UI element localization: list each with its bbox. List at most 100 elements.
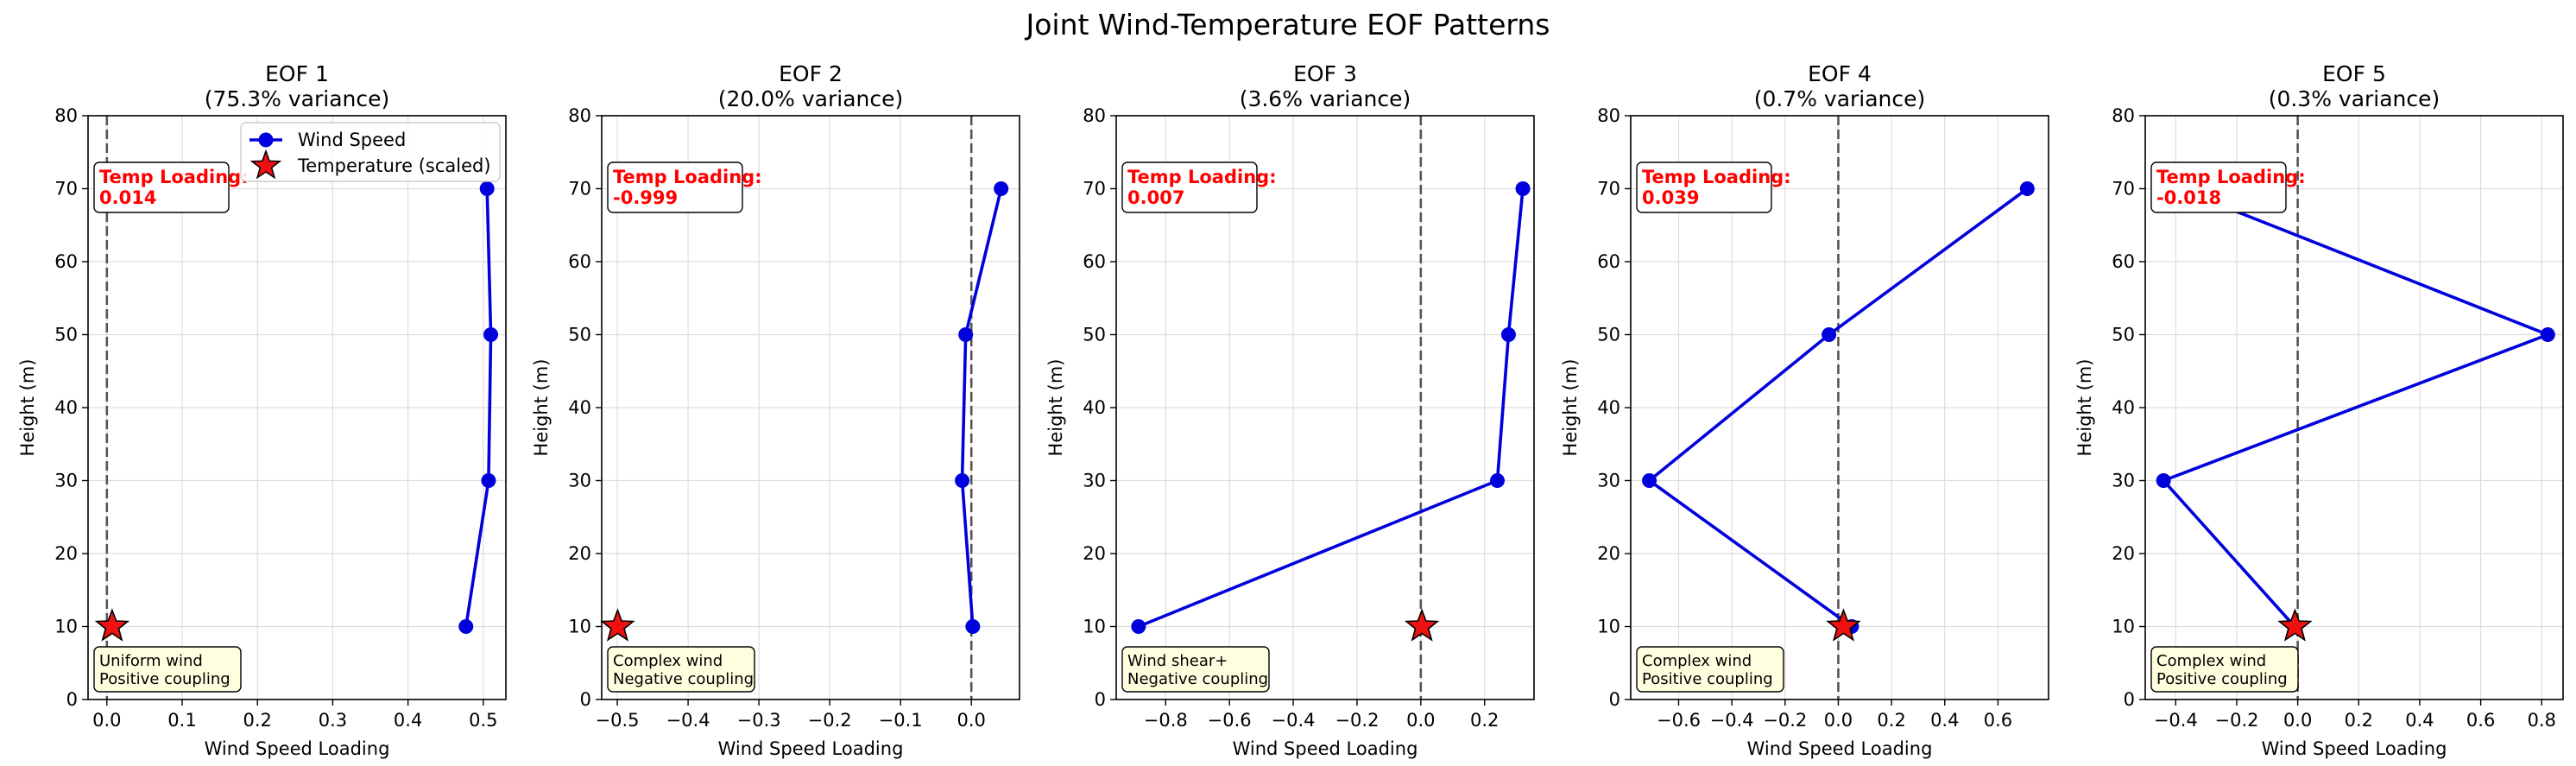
temp-loading-label: Temp Loading: — [99, 167, 249, 187]
x-tick-label: 0.2 — [1470, 710, 1499, 731]
x-tick-label: 0.4 — [1930, 710, 1959, 731]
y-tick-label: 60 — [1597, 251, 1620, 272]
y-tick-label: 70 — [2112, 179, 2135, 199]
y-tick-label: 70 — [1597, 179, 1620, 199]
wind-speed-line — [464, 188, 493, 627]
x-tick-label: 0.0 — [1406, 710, 1435, 731]
wind-speed-point — [2540, 327, 2555, 342]
panel-subtitle: (20.0% variance) — [718, 86, 904, 111]
x-tick-label: 0.8 — [2528, 710, 2556, 731]
wind-speed-point — [1131, 619, 1146, 634]
x-tick-label: −0.4 — [666, 710, 710, 731]
panel-subtitle: (75.3% variance) — [205, 86, 390, 111]
wind-speed-point — [1822, 327, 1837, 342]
x-tick-label: −0.2 — [1335, 710, 1379, 731]
x-tick-label: −0.4 — [2154, 710, 2198, 731]
temp-loading-box — [607, 161, 743, 213]
y-tick-label: 70 — [1083, 179, 1106, 199]
temp-loading-box — [1636, 161, 1772, 213]
temp-loading-box — [2150, 161, 2287, 213]
y-axis-label: Height (m) — [1045, 359, 1066, 457]
x-tick-label: −0.4 — [1272, 710, 1316, 731]
wind-speed-point — [994, 181, 1009, 196]
y-axis-label: Height (m) — [17, 359, 38, 457]
y-tick-label: 30 — [54, 471, 78, 491]
y-tick-label: 20 — [54, 543, 78, 564]
temperature-star-marker — [600, 608, 635, 642]
x-tick-label: −0.6 — [1208, 710, 1252, 731]
temp-loading-annotation: Temp Loading:0.007 — [1121, 161, 1277, 213]
wind-speed-line — [1138, 188, 1525, 629]
y-tick-label: 80 — [568, 105, 591, 126]
wind-speed-point — [958, 327, 974, 342]
y-tick-label: 60 — [1083, 251, 1106, 272]
y-tick-label: 10 — [1083, 617, 1106, 637]
y-tick-label: 40 — [568, 397, 591, 418]
pattern-note-line2: Positive coupling — [99, 670, 230, 688]
wind-speed-point — [1500, 327, 1516, 342]
legend-temp-label: Temperature (scaled) — [297, 155, 491, 176]
wind-speed-point — [2019, 181, 2035, 196]
y-axis-label: Height (m) — [531, 359, 552, 457]
x-tick-label: 0.6 — [2466, 710, 2495, 731]
y-tick-label: 0 — [66, 689, 78, 710]
y-tick-label: 50 — [2112, 325, 2135, 345]
temp-loading-value: -0.018 — [2156, 187, 2221, 208]
pattern-note-line2: Negative coupling — [613, 670, 754, 688]
x-tick-label: −0.2 — [2214, 710, 2258, 731]
pattern-note-line1: Complex wind — [613, 652, 723, 670]
legend-frame — [240, 122, 501, 182]
x-tick-label: −0.3 — [737, 710, 781, 731]
pattern-note: Wind shear+Negative coupling — [1121, 646, 1270, 693]
wind-speed-point — [1490, 473, 1506, 488]
y-tick-label: 20 — [2112, 543, 2135, 564]
pattern-note-box — [1121, 646, 1270, 693]
temp-loading-label: Temp Loading: — [1642, 167, 1791, 187]
y-tick-label: 80 — [2112, 105, 2135, 126]
panel-subtitle: (3.6% variance) — [1240, 86, 1411, 111]
temperature-star-marker — [94, 608, 130, 642]
panel-title: EOF 1 — [265, 61, 329, 86]
x-tick-label: −0.6 — [1657, 710, 1701, 731]
y-tick-label: 10 — [54, 617, 78, 637]
temp-loading-value: 0.039 — [1642, 187, 1699, 208]
x-tick-label: −0.4 — [1710, 710, 1754, 731]
y-axis-label: Height (m) — [1560, 359, 1581, 457]
figure-title: Joint Wind-Temperature EOF Patterns — [1025, 8, 1550, 41]
y-tick-label: 30 — [1597, 471, 1620, 491]
panel-title: EOF 3 — [1293, 61, 1357, 86]
x-axis-label: Wind Speed Loading — [205, 738, 390, 759]
pattern-note-box — [93, 646, 242, 693]
y-tick-label: 0 — [2124, 689, 2135, 710]
pattern-note-line1: Uniform wind — [99, 652, 203, 670]
pattern-note-box — [1636, 646, 1784, 693]
pattern-note-line2: Negative coupling — [1127, 670, 1268, 688]
x-tick-label: −0.2 — [1763, 710, 1807, 731]
temp-loading-label: Temp Loading: — [2156, 167, 2306, 187]
temp-loading-box — [93, 161, 230, 213]
wind-speed-point — [955, 473, 970, 488]
panel-title: EOF 4 — [1808, 61, 1872, 86]
x-tick-label: −0.1 — [879, 710, 923, 731]
legend-temp-marker — [249, 149, 282, 180]
eof-panel-3: EOF 3(3.6% variance)−0.8 −0.6 −0.4 −0.2 0.0 0… — [1045, 61, 1535, 759]
y-tick-label: 50 — [54, 325, 78, 345]
y-tick-label: 50 — [1083, 325, 1106, 345]
temp-loading-annotation: Temp Loading:0.014 — [93, 161, 249, 213]
pattern-note-box — [2150, 646, 2299, 693]
y-tick-label: 40 — [1083, 397, 1106, 418]
pattern-note-line1: Complex wind — [2156, 652, 2266, 670]
x-tick-label: 0.0 — [957, 710, 986, 731]
y-tick-label: 60 — [54, 251, 78, 272]
panel-subtitle: (0.7% variance) — [1754, 86, 1926, 111]
y-tick-label: 60 — [568, 251, 591, 272]
x-tick-label: −0.5 — [596, 710, 640, 731]
y-tick-label: 0 — [1609, 689, 1620, 710]
wind-speed-point — [1642, 473, 1657, 488]
y-tick-label: 0 — [1095, 689, 1106, 710]
y-tick-label: 10 — [1597, 617, 1620, 637]
y-tick-label: 20 — [1597, 543, 1620, 564]
